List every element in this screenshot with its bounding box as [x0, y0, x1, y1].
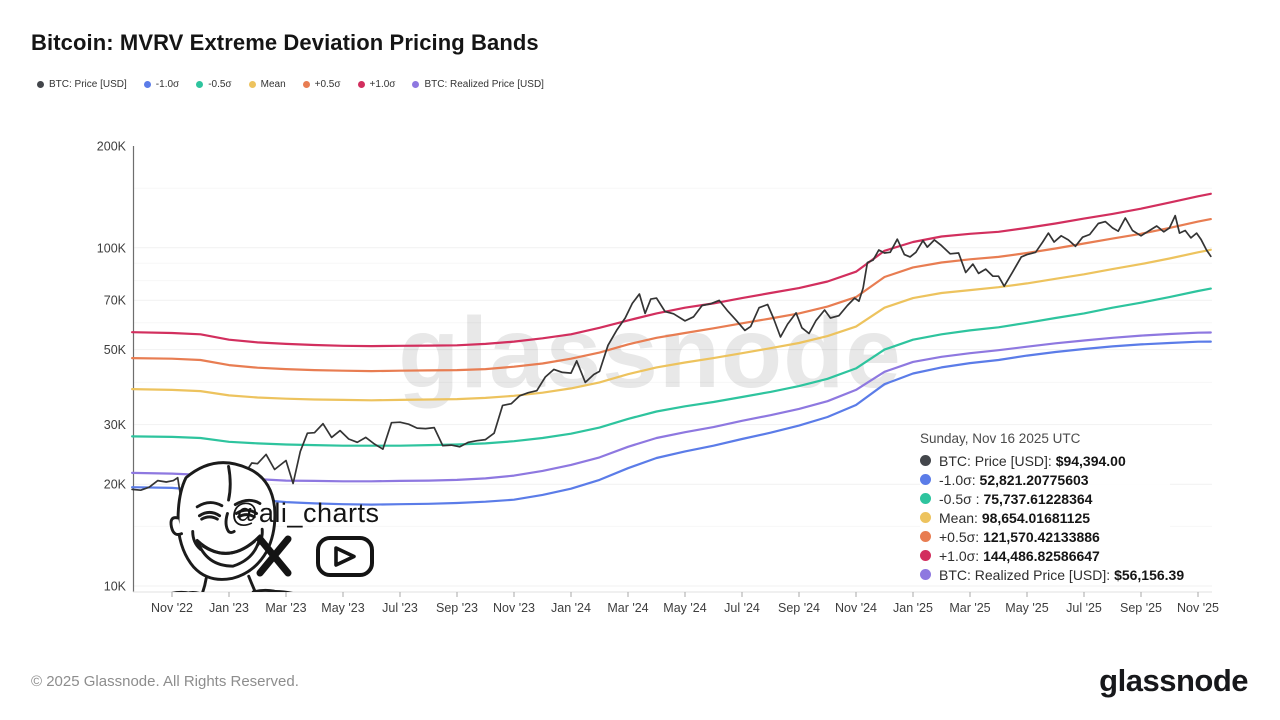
x-icon	[256, 535, 292, 577]
svg-text:Sep '23: Sep '23	[436, 601, 478, 615]
svg-text:Jul '25: Jul '25	[1066, 601, 1102, 615]
svg-text:Jul '23: Jul '23	[382, 601, 418, 615]
legend-dot-icon	[37, 81, 44, 88]
svg-text:Nov '24: Nov '24	[835, 601, 877, 615]
series-dot-icon	[920, 493, 931, 504]
glassnode-logo: glassnode	[1099, 663, 1248, 698]
legend-dot-icon	[412, 81, 420, 88]
legend-dot-icon	[143, 81, 151, 88]
tooltip-row: -1.0σ: 52,821.20775603	[920, 470, 1170, 489]
youtube-icon	[316, 536, 374, 577]
legend-item-4[interactable]: +0.5σ	[302, 79, 341, 90]
tooltip-row: +0.5σ: 121,570.42133886	[920, 527, 1170, 546]
svg-text:Nov '25: Nov '25	[1177, 601, 1219, 615]
svg-text:May '24: May '24	[663, 601, 706, 615]
tooltip-row-text: +1.0σ: 144,486.82586647	[939, 547, 1100, 564]
legend-dot-icon	[302, 81, 310, 88]
svg-text:Jan '25: Jan '25	[893, 601, 933, 615]
tooltip-row: Mean: 98,654.01681125	[920, 508, 1170, 527]
tooltip-row-text: -0.5σ : 75,737.61228364	[939, 490, 1093, 507]
tooltip-row-text: +0.5σ: 121,570.42133886	[939, 528, 1100, 545]
svg-text:Nov '22: Nov '22	[151, 601, 193, 615]
y-axis-labels: 200K 100K 70K 50K 30K 20K 10K	[97, 140, 127, 594]
svg-text:Mar '24: Mar '24	[607, 601, 648, 615]
chart-legend: BTC: Price [USD] -1.0σ -0.5σ Mean +0.5σ +1.0σ…	[37, 79, 544, 90]
svg-text:Mar '25: Mar '25	[949, 601, 990, 615]
gridlines	[133, 247, 1212, 587]
ali-charts-watermark: @ali_charts	[231, 498, 380, 528]
legend-dot-icon	[357, 81, 365, 88]
svg-text:20K: 20K	[104, 478, 127, 492]
tooltip-row-text: Mean: 98,654.01681125	[939, 509, 1091, 526]
legend-dot-icon	[196, 81, 204, 88]
legend-item-label: +1.0σ	[369, 79, 396, 90]
svg-text:May '23: May '23	[321, 601, 364, 615]
series-dot-icon	[920, 550, 931, 561]
axes	[132, 146, 1212, 597]
tooltip-row-text: BTC: Realized Price [USD]: $56,156.39	[939, 566, 1185, 583]
legend-item-label: -0.5σ	[208, 79, 232, 90]
tooltip-row-text: BTC: Price [USD]: $94,394.00	[939, 452, 1126, 469]
social-icons	[256, 535, 374, 577]
series-dot-icon	[920, 512, 931, 523]
svg-text:Jul '24: Jul '24	[724, 601, 760, 615]
legend-item-1[interactable]: -1.0σ	[143, 79, 180, 90]
svg-text:Jan '24: Jan '24	[551, 601, 591, 615]
svg-text:70K: 70K	[104, 294, 127, 308]
svg-text:Jan '23: Jan '23	[209, 601, 249, 615]
legend-item-3[interactable]: Mean	[248, 79, 286, 90]
legend-item-0[interactable]: BTC: Price [USD]	[37, 79, 127, 90]
legend-item-label: -1.0σ	[155, 79, 180, 90]
svg-text:Nov '23: Nov '23	[493, 601, 535, 615]
series-dot-icon	[920, 531, 931, 542]
legend-item-label: BTC: Realized Price [USD]	[424, 79, 544, 90]
svg-text:Sep '24: Sep '24	[778, 601, 820, 615]
svg-text:200K: 200K	[97, 140, 127, 154]
legend-dot-icon	[248, 81, 256, 88]
tooltip: Sunday, Nov 16 2025 UTC BTC: Price [USD]…	[920, 431, 1184, 584]
face-illustration	[169, 461, 293, 592]
tooltip-row: -0.5σ : 75,737.61228364	[920, 489, 1170, 508]
legend-item-label: BTC: Price [USD]	[49, 79, 127, 90]
tooltip-row-text: -1.0σ: 52,821.20775603	[939, 471, 1089, 488]
series-lines	[131, 192, 1212, 516]
tooltip-row: BTC: Realized Price [USD]: $56,156.39	[920, 565, 1184, 584]
svg-text:100K: 100K	[97, 241, 127, 255]
series-dot-icon	[920, 569, 931, 580]
legend-item-5[interactable]: +1.0σ	[357, 79, 396, 90]
legend-item-6[interactable]: BTC: Realized Price [USD]	[412, 79, 544, 90]
tooltip-row: BTC: Price [USD]: $94,394.00	[920, 451, 1170, 470]
svg-text:10K: 10K	[104, 580, 127, 594]
tooltip-row: +1.0σ: 144,486.82586647	[920, 546, 1170, 565]
svg-text:Mar '23: Mar '23	[265, 601, 306, 615]
legend-item-label: Mean	[260, 79, 286, 90]
svg-text:May '25: May '25	[1005, 601, 1048, 615]
tooltip-date: Sunday, Nov 16 2025 UTC	[920, 431, 1081, 446]
copyright-text: © 2025 Glassnode. All Rights Reserved.	[31, 673, 299, 690]
x-axis-labels: Nov '22 Jan '23 Mar '23 May '23 Jul '23 Sep '…	[151, 601, 1219, 615]
legend-item-label: +0.5σ	[314, 79, 341, 90]
svg-text:Sep '25: Sep '25	[1120, 601, 1162, 615]
page-title: Bitcoin: MVRV Extreme Deviation Pricing …	[31, 30, 539, 55]
legend-item-2[interactable]: -0.5σ	[196, 79, 232, 90]
svg-text:30K: 30K	[104, 418, 127, 432]
svg-text:50K: 50K	[104, 343, 127, 357]
series-dot-icon	[920, 474, 931, 485]
series-dot-icon	[920, 455, 931, 466]
